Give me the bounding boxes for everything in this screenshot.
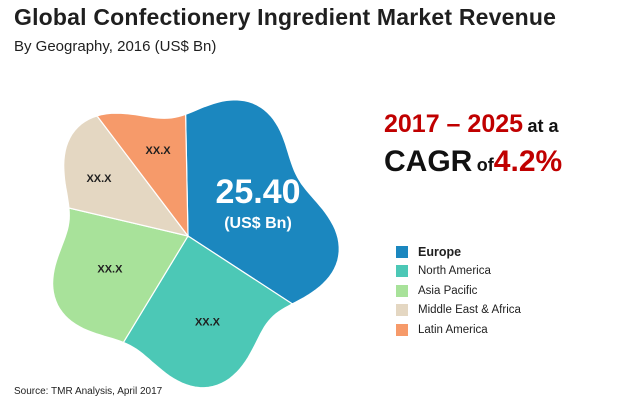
legend-item: Middle East & Africa <box>396 301 521 321</box>
cagr-of: of <box>476 155 494 175</box>
cagr-line-1: 2017 – 2025 at a <box>384 110 559 139</box>
slice-data-label: XX.X <box>146 145 172 157</box>
slice-data-label: XX.X <box>97 264 123 276</box>
slice-data-label: XX.X <box>86 173 112 185</box>
legend-swatch <box>396 245 408 258</box>
cagr-rate: 4.2% <box>493 145 563 178</box>
total-unit: (US$ Bn) <box>224 215 292 232</box>
chart-title: Global Confectionery Ingredient Market R… <box>14 4 557 30</box>
source-note: Source: TMR Analysis, April 2017 <box>14 386 163 397</box>
cagr-label: CAGR <box>384 145 473 178</box>
cagr-line-2: CAGR of4.2% <box>384 145 562 179</box>
legend-item: Europe <box>396 242 521 262</box>
legend-item: North America <box>396 262 521 282</box>
legend-label: Middle East & Africa <box>418 304 521 317</box>
legend-swatch <box>396 304 408 317</box>
cagr-at-a: at a <box>527 116 559 136</box>
pie-slice-latin-america <box>95 112 189 238</box>
slice-data-label: XX.X <box>195 317 221 329</box>
legend-item: Latin America <box>396 320 521 340</box>
legend-swatch <box>396 265 408 278</box>
legend-item: Asia Pacific <box>396 281 521 301</box>
chart-legend: Europe North America Asia Pacific Middle Ea… <box>396 242 521 340</box>
pie-slice-middle-east-africa <box>63 115 190 237</box>
legend-label: Europe <box>418 244 462 259</box>
pie-slice-europe <box>184 99 340 305</box>
legend-swatch <box>396 284 408 297</box>
legend-label: Asia Pacific <box>418 284 478 297</box>
legend-label: North America <box>418 265 491 278</box>
cagr-years: 2017 – 2025 <box>384 110 524 138</box>
chart-subtitle: By Geography, 2016 (US$ Bn) <box>14 38 217 55</box>
legend-swatch <box>396 323 408 336</box>
pie-slice-asia-pacific <box>51 207 189 344</box>
legend-label: Latin America <box>418 323 488 336</box>
total-value: 25.40 <box>215 173 300 211</box>
